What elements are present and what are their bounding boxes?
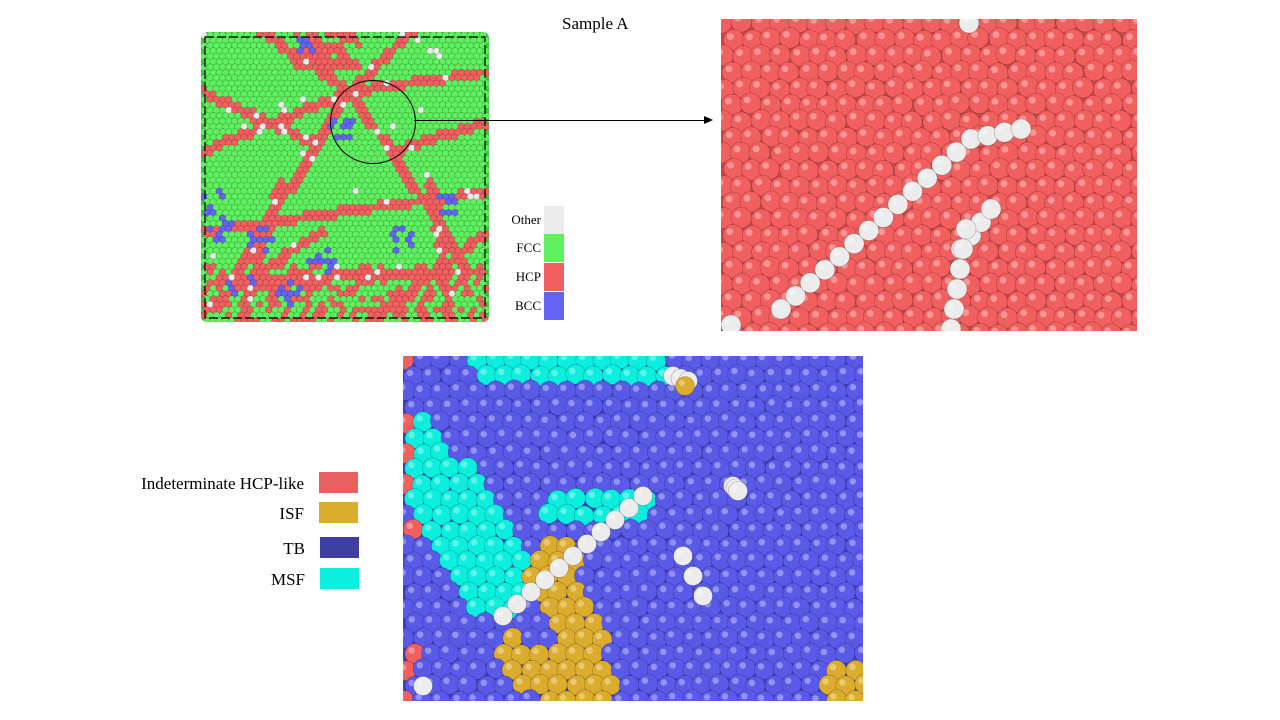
zoom-arrow-line [414, 120, 706, 121]
legend-item-hcp: HCP [503, 263, 564, 291]
legend-item-msf: MSF [120, 568, 359, 592]
legend-item-indeterminate-hcp: Indeterminate HCP-like [120, 472, 358, 496]
legend-label: HCP [515, 269, 541, 284]
figure-title: Sample A [562, 14, 629, 33]
legend-swatch [320, 568, 359, 589]
arrow-head-icon [704, 116, 713, 124]
legend-swatch [544, 234, 564, 262]
hcp-zoom-render [721, 19, 1137, 331]
overview-atom-render [201, 32, 489, 322]
legend-swatch [320, 537, 359, 558]
legend-swatch [319, 472, 358, 493]
legend-swatch [544, 292, 564, 320]
legend-item-other: Other [503, 206, 564, 234]
legend-swatch [319, 502, 358, 523]
legend-item-tb: TB [120, 537, 359, 561]
legend-item-isf: ISF [120, 502, 358, 526]
legend-label: ISF [279, 504, 304, 523]
legend-label: Indeterminate HCP-like [141, 474, 304, 493]
legend-label: FCC [516, 240, 541, 255]
zoom-region-circle [330, 80, 416, 164]
legend-label: BCC [514, 298, 541, 313]
legend-label: TB [283, 539, 305, 558]
legend-label: Other [511, 212, 541, 227]
legend-swatch [544, 206, 564, 234]
legend-item-fcc: FCC [503, 234, 564, 262]
hcp-atom-image [721, 19, 1137, 331]
atom-grain-image [201, 32, 489, 322]
legend-swatch [544, 263, 564, 291]
defect-zoom-render [403, 356, 863, 701]
legend-item-bcc: BCC [503, 292, 564, 320]
defect-atom-image [403, 356, 863, 701]
legend-label: MSF [270, 570, 305, 589]
